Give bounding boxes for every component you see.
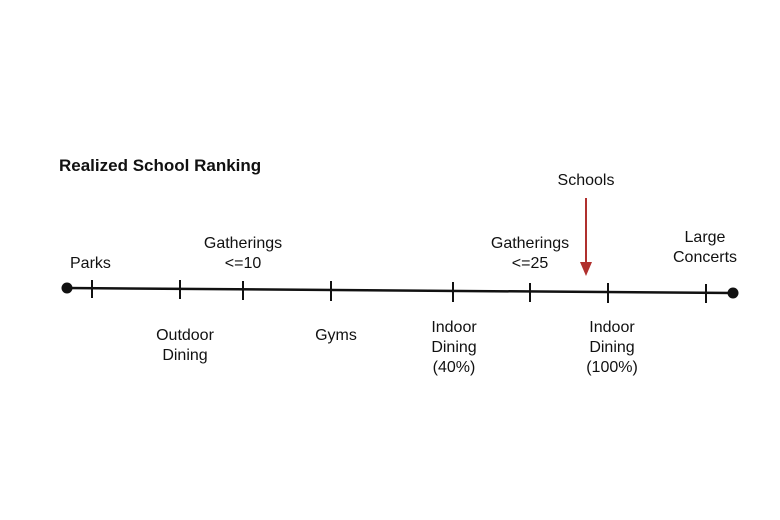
label-outdoor-dining-line-1: Outdoor [156,327,214,344]
label-parks: Parks [70,254,111,274]
label-outdoor-dining: Outdoor Dining [156,326,214,366]
schools-arrow [580,198,592,276]
label-gatherings-25: Gatherings <=25 [491,234,569,274]
axis-start-dot [61,282,73,294]
label-gatherings-25-line-2: <=25 [511,255,549,272]
label-indoor-dining-40-line-1: Indoor [431,319,477,336]
label-outdoor-dining-line-2: Dining [162,347,208,364]
label-large-concerts: Large Concerts [673,228,737,268]
label-indoor-dining-40: Indoor Dining (40%) [431,318,476,378]
label-indoor-dining-40-line-3: (40%) [432,359,476,376]
label-large-concerts-line-2: Concerts [672,249,738,266]
label-gyms-line-1: Gyms [315,327,357,344]
label-gatherings-25-line-1: Gatherings [490,235,570,252]
label-indoor-dining-100-line-3: (100%) [586,359,638,376]
label-gatherings-10: Gatherings <=10 [204,234,282,274]
label-indoor-dining-100: Indoor Dining (100%) [586,318,638,378]
axis-end-dot [727,287,739,299]
label-gatherings-10-line-1: Gatherings [203,235,283,252]
label-parks-line-1: Parks [70,255,111,272]
label-gyms: Gyms [315,326,357,346]
label-indoor-dining-40-line-2: Dining [431,339,477,356]
label-gatherings-10-line-2: <=10 [224,255,262,272]
label-indoor-dining-100-line-2: Dining [589,339,635,356]
label-large-concerts-line-1: Large [684,229,726,246]
schools-marker-label: Schools [557,172,615,189]
diagram-title: Realized School Ranking [59,156,262,175]
label-indoor-dining-100-line-1: Indoor [589,319,635,336]
ranking-axis-line [66,286,734,295]
